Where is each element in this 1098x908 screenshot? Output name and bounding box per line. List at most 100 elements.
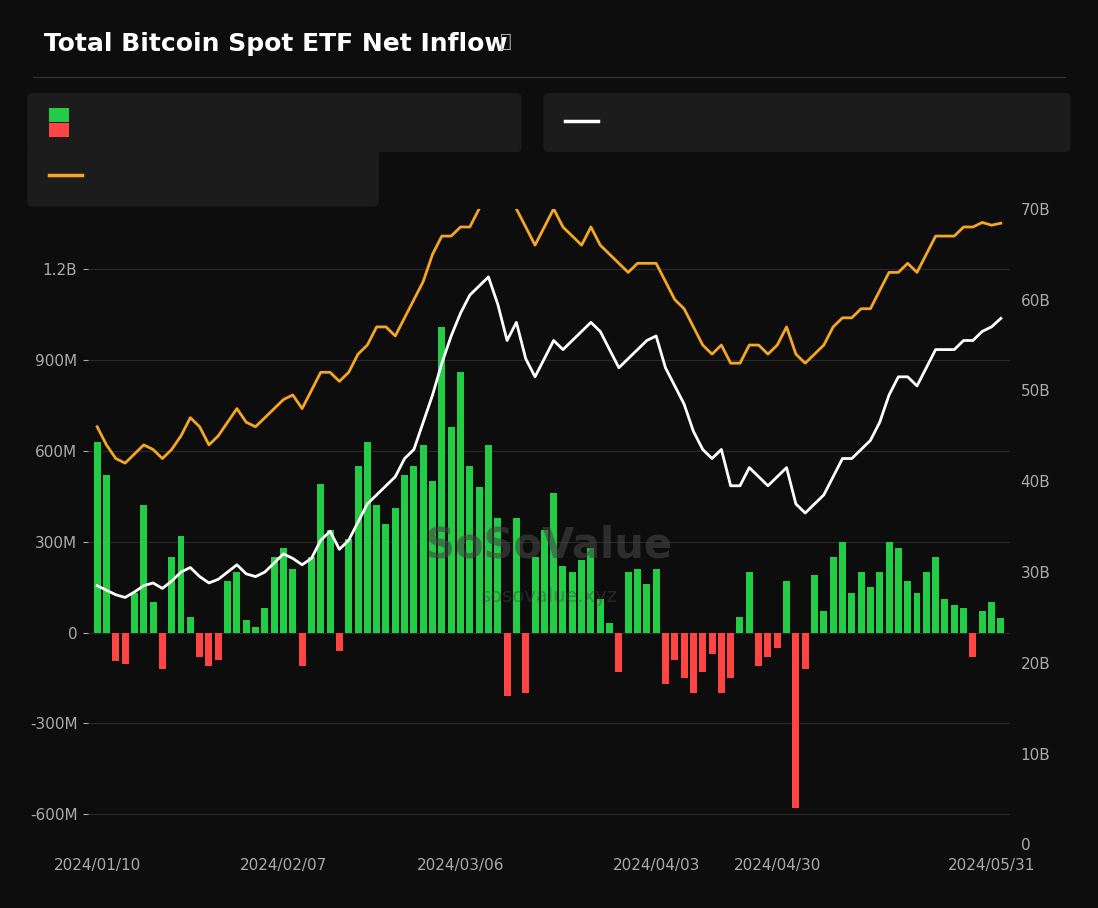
Bar [708,633,716,654]
Bar [746,572,753,633]
Bar [122,633,128,665]
Bar [783,581,791,633]
Bar [904,581,911,633]
Text: ⓘ: ⓘ [500,32,512,51]
Bar [671,633,679,660]
Bar [299,633,305,666]
Bar [131,593,138,633]
Text: SoSoValue: SoSoValue [425,525,673,567]
Bar [634,569,641,633]
Bar [280,548,287,633]
Bar [345,538,352,633]
Bar [93,442,101,633]
Bar [178,536,184,633]
Bar [103,475,110,633]
Bar [159,633,166,669]
Bar [523,633,529,693]
Bar [504,633,511,696]
Bar [755,633,762,666]
Text: 68,418.90: 68,418.90 [186,166,287,184]
Bar [718,633,725,693]
Bar [820,611,827,633]
Bar [737,617,743,633]
Bar [271,557,278,633]
Bar [941,599,949,633]
Bar [579,560,585,633]
Bar [830,557,837,633]
Bar [253,627,259,633]
Bar [457,372,464,633]
Bar [727,633,735,678]
Bar [307,557,315,633]
Text: Total Bitcoin Spot ETF Net Inflow: Total Bitcoin Spot ETF Net Inflow [44,32,507,55]
Bar [849,593,855,633]
Bar [802,633,809,669]
Bar [606,624,613,633]
Bar [811,575,818,633]
Bar [485,445,492,633]
Bar [997,617,1005,633]
Bar [690,633,697,693]
Bar [382,524,390,633]
Text: 57.94B: 57.94B [782,112,852,130]
Bar [438,327,446,633]
Bar [867,587,874,633]
Text: Total Net Assets: Total Net Assets [612,112,755,130]
Text: Daily Total Net Inflow: Daily Total Net Inflow [85,112,270,130]
Bar [261,608,268,633]
Bar [411,466,417,633]
Bar [187,617,194,633]
Bar [643,584,650,633]
Bar [932,557,939,633]
Bar [550,493,557,633]
Bar [317,484,324,633]
Bar [699,633,706,672]
Bar [587,548,594,633]
Bar [681,633,687,678]
Text: 48.74M: 48.74M [266,112,340,130]
Bar [764,633,772,656]
Bar [448,427,455,633]
Bar [419,445,427,633]
Bar [401,475,408,633]
Text: sosovalue.xyz: sosovalue.xyz [481,587,617,606]
Bar [392,508,399,633]
Text: BTC Price: BTC Price [96,166,184,184]
Bar [876,572,883,633]
Bar [149,602,157,633]
Bar [960,608,967,633]
Bar [224,581,231,633]
Bar [895,548,901,633]
Bar [596,599,604,633]
Bar [326,529,334,633]
Bar [197,633,203,656]
Bar [494,518,502,633]
Bar [569,572,575,633]
Bar [289,569,296,633]
Bar [373,506,380,633]
Bar [978,611,986,633]
Bar [560,566,567,633]
Bar [215,633,222,660]
Bar [615,633,623,672]
Bar [205,633,212,666]
Bar [970,633,976,656]
Bar [467,466,473,633]
Bar [112,633,120,661]
Bar [336,633,343,651]
Bar [513,518,519,633]
Bar [914,593,920,633]
Bar [355,466,361,633]
Bar [793,633,799,808]
Bar [774,633,781,647]
Bar [858,572,864,633]
Bar [141,506,147,633]
Bar [839,542,845,633]
Bar [168,557,176,633]
Bar [243,620,249,633]
Bar [531,557,538,633]
Bar [886,542,893,633]
Bar [475,488,483,633]
Bar [429,481,436,633]
Bar [662,633,669,684]
